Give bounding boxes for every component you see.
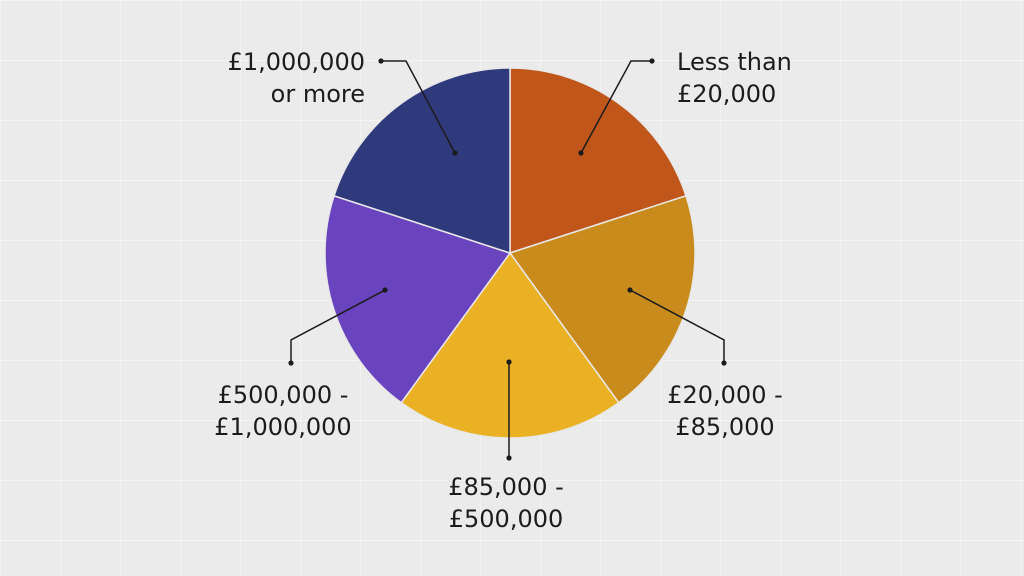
leader-dot [649,58,655,64]
pie-slice [508,194,696,404]
slice-label: Less than £20,000 [677,48,792,108]
slice-label: £500,000 - £1,000,000 [214,381,351,441]
slice-label-line: £85,000 [675,413,774,441]
leader-dot [506,359,512,365]
pie-slice [324,194,512,404]
leader-lines [288,58,727,461]
leader-dot [382,287,388,293]
leader-dot [452,150,458,156]
slice-label: £1,000,000 or more [228,48,365,108]
slice-label-line: Less than [677,48,792,76]
leader-dot [578,150,584,156]
pie-slice [509,67,687,255]
slice-label-line: £500,000 - [218,381,349,409]
leader-dot [506,455,512,461]
slice-label-line: £1,000,000 [228,48,365,76]
slice-label-line: or more [271,80,365,108]
leader-line [580,60,652,154]
slice-labels: Less than £20,000 £20,000 - £85,000 £85,000 … [214,48,792,533]
slice-label-line: £1,000,000 [214,413,351,441]
slice-label-line: £500,000 [449,505,564,533]
leader-dot [378,58,384,64]
slice-label: £20,000 - £85,000 [667,381,783,441]
slice-label-line: £20,000 - [667,381,783,409]
slice-label-line: £20,000 [677,80,776,108]
leader-dot [288,360,294,366]
leader-dot [627,287,633,293]
slice-label: £85,000 - £500,000 [448,473,564,533]
slice-label-line: £85,000 - [448,473,564,501]
pie-slices [324,67,696,439]
leader-line [290,289,386,363]
leader-line [381,60,456,154]
leader-line [629,289,725,363]
pie-slice [333,67,511,255]
leader-dot [721,360,727,366]
pie-slice [400,251,620,439]
